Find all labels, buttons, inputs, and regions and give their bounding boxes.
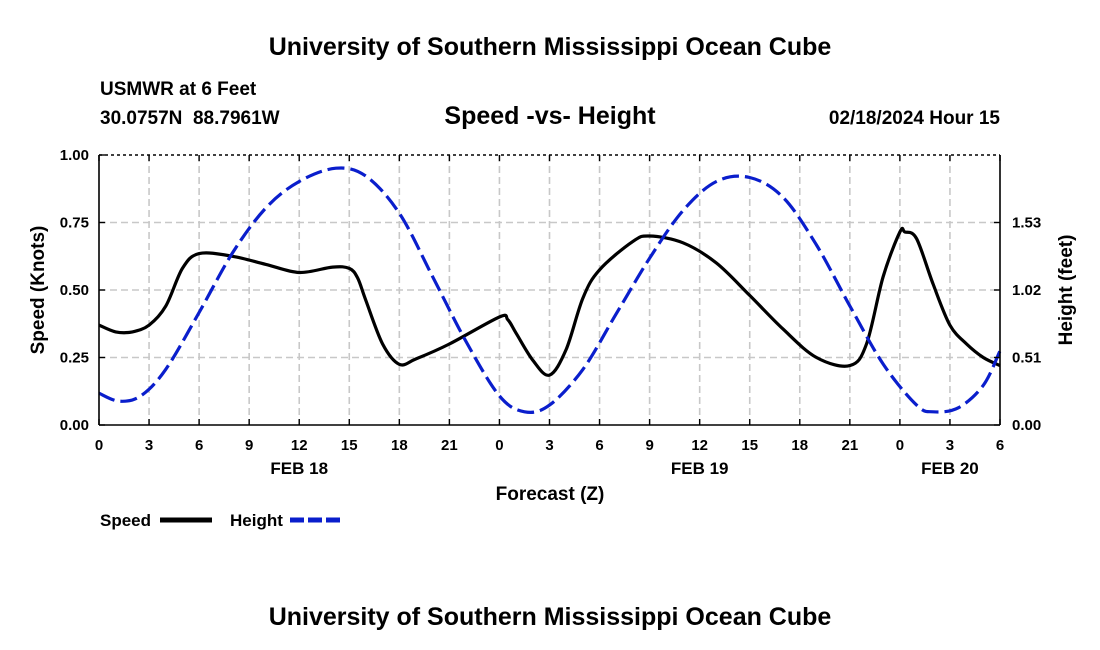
x-tick-label: 9 (245, 437, 253, 454)
station-label: USMWR at 6 Feet (100, 79, 257, 100)
x-tick-label: 3 (946, 437, 954, 454)
y-tick-label-left: 0.25 (60, 350, 89, 367)
x-tick-label: 6 (996, 437, 1004, 454)
series-height-line (98, 166, 1002, 414)
ticks: 0 3 6 9 12 15 18 21 0 3 6 9 12 15 18 21 0 3 6 0.00 0.25 0.50 0… (60, 147, 1041, 478)
x-tick-label: 21 (841, 437, 858, 454)
legend-speed-label: Speed (100, 511, 151, 530)
page-title: University of Southern Mississippi Ocean… (269, 33, 832, 61)
series-speed-line (98, 226, 1001, 377)
coords-label: 30.0757N 88.7961W (100, 108, 280, 129)
x-tick-label: 6 (195, 437, 203, 454)
date-label: FEB 18 (270, 459, 328, 478)
footer-title: University of Southern Mississippi Ocean… (269, 603, 832, 631)
x-tick-label: 12 (691, 437, 708, 454)
x-axis-title: Forecast (Z) (496, 484, 605, 505)
x-tick-label: 15 (341, 437, 358, 454)
y-tick-label-right: 0.00 (1012, 417, 1041, 434)
x-tick-label: 15 (741, 437, 758, 454)
y-axis-left-title: Speed (Knots) (28, 226, 49, 355)
y-tick-label-right: 1.53 (1012, 215, 1041, 232)
x-tick-label: 21 (441, 437, 458, 454)
y-tick-label-left: 0.50 (60, 282, 89, 299)
x-tick-label: 3 (145, 437, 153, 454)
x-tick-label: 18 (791, 437, 808, 454)
x-tick-label: 18 (391, 437, 408, 454)
x-tick-label: 6 (595, 437, 603, 454)
x-tick-label: 0 (495, 437, 503, 454)
x-tick-label: 3 (545, 437, 553, 454)
y-tick-label-right: 0.51 (1012, 350, 1041, 367)
y-tick-label-left: 0.00 (60, 417, 89, 434)
series-group (98, 166, 1002, 414)
y-tick-label-right: 1.02 (1012, 282, 1041, 299)
chart-title: Speed -vs- Height (444, 102, 656, 130)
y-tick-label-left: 1.00 (60, 147, 89, 164)
legend: Speed Height (100, 511, 343, 530)
grid (99, 155, 1000, 425)
date-label: FEB 19 (671, 459, 729, 478)
x-tick-label: 0 (896, 437, 904, 454)
y-tick-label-left: 0.75 (60, 215, 89, 232)
legend-height-label: Height (230, 511, 283, 530)
datetime-label: 02/18/2024 Hour 15 (829, 108, 1001, 129)
x-tick-label: 9 (645, 437, 653, 454)
date-label: FEB 20 (921, 459, 979, 478)
x-tick-label: 12 (291, 437, 308, 454)
y-axis-right-title: Height (feet) (1056, 235, 1077, 346)
x-tick-label: 0 (95, 437, 103, 454)
